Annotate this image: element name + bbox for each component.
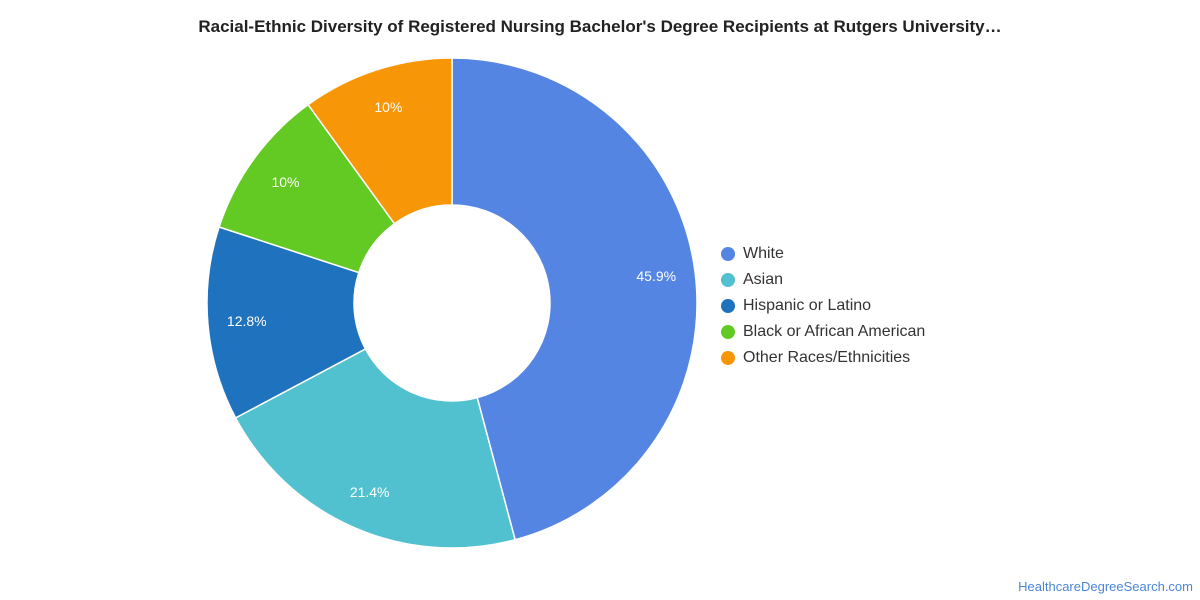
- chart-legend: White Asian Hispanic or Latino Black or Afr…: [721, 241, 925, 371]
- source-link[interactable]: HealthcareDegreeSearch.com: [1018, 579, 1193, 594]
- slice-hispanic-or-latino[interactable]: [206, 226, 367, 419]
- data-label: 45.9%: [636, 268, 676, 284]
- legend-swatch: [721, 351, 735, 365]
- legend-item[interactable]: White: [721, 241, 925, 267]
- slice-other-races-ethnicities[interactable]: [307, 57, 453, 225]
- data-label: 10%: [374, 99, 402, 115]
- legend-swatch: [721, 299, 735, 313]
- legend-label: Other Races/Ethnicities: [743, 349, 911, 366]
- data-label: 21.4%: [350, 484, 390, 500]
- legend-swatch: [721, 247, 735, 261]
- legend-item[interactable]: Hispanic or Latino: [721, 293, 925, 319]
- slice-asian[interactable]: [234, 347, 517, 549]
- legend-label: Black or African American: [743, 323, 926, 340]
- data-label: 10%: [271, 174, 299, 190]
- legend-swatch: [721, 273, 735, 287]
- chart-title: Racial-Ethnic Diversity of Registered Nu…: [198, 17, 1002, 36]
- legend-item[interactable]: Black or African American: [721, 319, 925, 345]
- legend-swatch: [721, 325, 735, 339]
- data-label: 12.8%: [227, 313, 267, 329]
- legend-item[interactable]: Other Races/Ethnicities: [721, 345, 925, 371]
- legend-label: Asian: [743, 271, 784, 288]
- legend-label: White: [743, 245, 784, 262]
- legend-label: Hispanic or Latino: [743, 297, 872, 314]
- slice-white[interactable]: [451, 57, 698, 541]
- legend-item[interactable]: Asian: [721, 267, 925, 293]
